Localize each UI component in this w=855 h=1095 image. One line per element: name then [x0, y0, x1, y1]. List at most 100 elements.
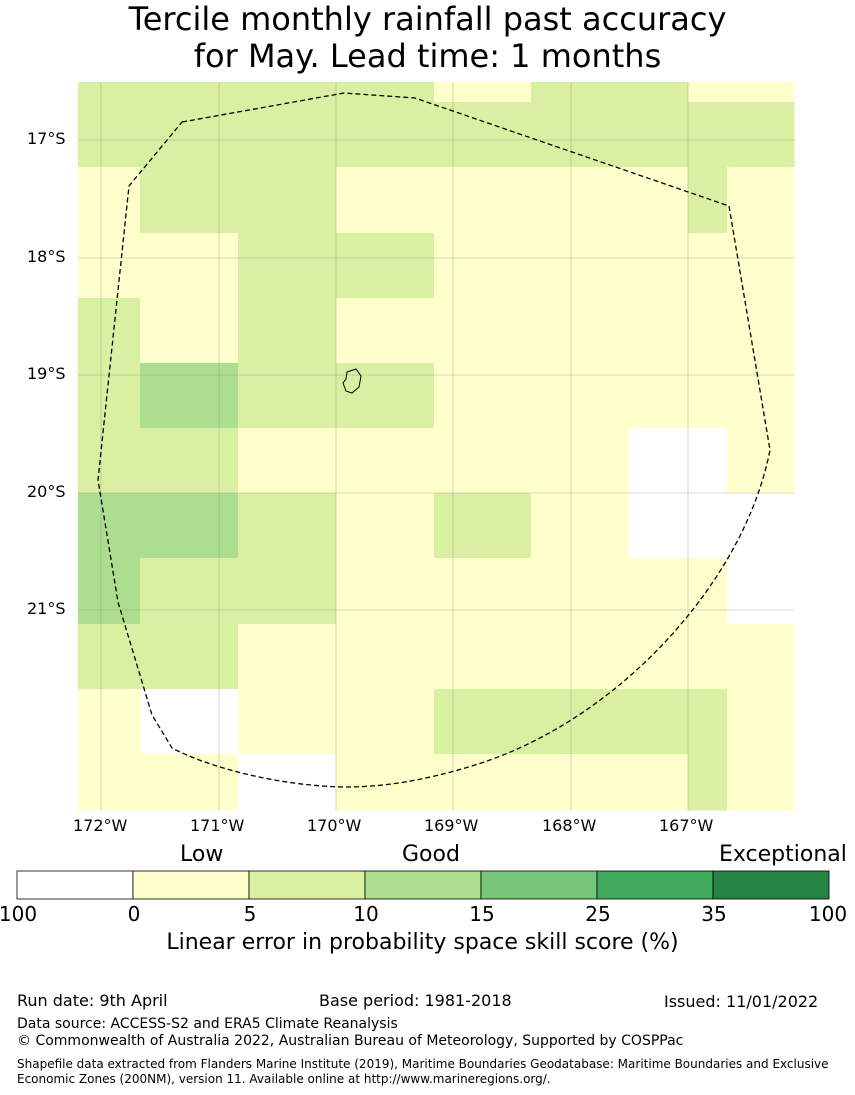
skill-cell [140, 558, 205, 625]
title-line-2: for May. Lead time: 1 months [193, 37, 662, 75]
colorbar-segment [132, 870, 250, 900]
skill-cell [140, 689, 205, 755]
skill-cell [78, 298, 141, 364]
skill-cell [400, 689, 435, 755]
skill-cell [434, 82, 532, 103]
skill-cell [688, 233, 728, 299]
skill-cell [727, 167, 795, 234]
skill-cell [531, 754, 630, 811]
skill-cell [688, 298, 728, 364]
skill-cell [531, 102, 630, 168]
colorbar [16, 870, 830, 900]
skill-cell [238, 689, 337, 755]
skill-cell [400, 493, 435, 559]
skill-cell [238, 754, 337, 811]
skill-cell [238, 167, 337, 234]
skill-cell [434, 102, 532, 168]
shapefile-credit-line-1: Shapefile data extracted from Flanders M… [17, 1057, 829, 1071]
skill-cell [727, 82, 795, 103]
skill-cell [140, 82, 205, 103]
skill-cell [400, 102, 435, 168]
skill-cell [204, 82, 239, 103]
lon-label: 170°W [307, 816, 362, 835]
skill-cell [727, 689, 795, 755]
skill-cell [78, 754, 141, 811]
skill-cell [531, 363, 630, 429]
skill-cell [727, 428, 795, 494]
skill-cell [336, 493, 401, 559]
lon-label: 169°W [424, 816, 479, 835]
skill-cell [336, 102, 401, 168]
colorbar-tick: 100 [0, 902, 38, 926]
colorbar-segment [364, 870, 482, 900]
skill-cell [78, 167, 141, 234]
skill-cell [434, 624, 532, 690]
skill-cell [727, 558, 795, 625]
shapefile-credit-line-2: Economic Zones (200NM), version 11. Avai… [17, 1072, 551, 1086]
skill-cell [629, 233, 689, 299]
skill-cell [140, 363, 205, 429]
skill-cell [629, 82, 689, 103]
skill-cell [629, 298, 689, 364]
skill-cell [400, 624, 435, 690]
skill-cell [531, 167, 630, 234]
skill-cell [629, 558, 689, 625]
lat-label: 17°S [27, 129, 66, 148]
skill-cell [238, 298, 337, 364]
skill-cell [531, 428, 630, 494]
skill-cell [140, 624, 205, 690]
skill-cell [336, 558, 401, 625]
skill-cell [434, 298, 532, 364]
skill-cell [434, 493, 532, 559]
skill-cell [336, 82, 401, 103]
skill-cell [336, 363, 401, 429]
skill-cell [629, 689, 689, 755]
skill-cell [727, 298, 795, 364]
skill-cell [336, 624, 401, 690]
skill-cell [688, 624, 728, 690]
skill-cell [727, 624, 795, 690]
skill-cell [688, 82, 728, 103]
skill-grid [78, 82, 795, 811]
skill-cell [204, 102, 239, 168]
eez-boundary [97, 92, 771, 788]
skill-cell [204, 167, 239, 234]
skill-cell [434, 558, 532, 625]
colorbar-tick: 5 [243, 902, 257, 926]
colorbar-category-good: Good [402, 842, 460, 867]
lat-label: 19°S [27, 364, 66, 383]
colorbar-segment [596, 870, 714, 900]
lat-label: 21°S [27, 599, 66, 618]
colorbar-segment [16, 870, 134, 900]
skill-cell [78, 233, 141, 299]
colorbar-tick: 25 [585, 902, 611, 926]
copyright-notice: © Commonwealth of Australia 2022, Austra… [17, 1033, 684, 1049]
skill-cell [336, 233, 401, 299]
skill-cell [78, 624, 141, 690]
skill-cell [78, 82, 141, 103]
colorbar-category-exceptional: Exceptional [719, 842, 847, 867]
colorbar-segment [248, 870, 366, 900]
skill-cell [336, 754, 401, 811]
colorbar-tick: 100 [808, 902, 848, 926]
skill-cell [531, 82, 630, 103]
skill-cell [434, 428, 532, 494]
skill-cell [531, 624, 630, 690]
skill-cell [204, 428, 239, 494]
skill-cell [78, 558, 141, 625]
skill-cell [78, 689, 141, 755]
skill-cell [238, 493, 337, 559]
skill-cell [531, 689, 630, 755]
colorbar-tick: 0 [127, 902, 141, 926]
skill-cell [727, 493, 795, 559]
skill-cell [204, 493, 239, 559]
skill-cell [140, 493, 205, 559]
lon-label: 171°W [190, 816, 245, 835]
skill-cell [688, 689, 728, 755]
skill-cell [629, 754, 689, 811]
skill-cell [400, 428, 435, 494]
title-line-1: Tercile monthly rainfall past accuracy [128, 0, 727, 38]
colorbar-label: Linear error in probability space skill … [166, 930, 679, 955]
skill-cell [400, 233, 435, 299]
